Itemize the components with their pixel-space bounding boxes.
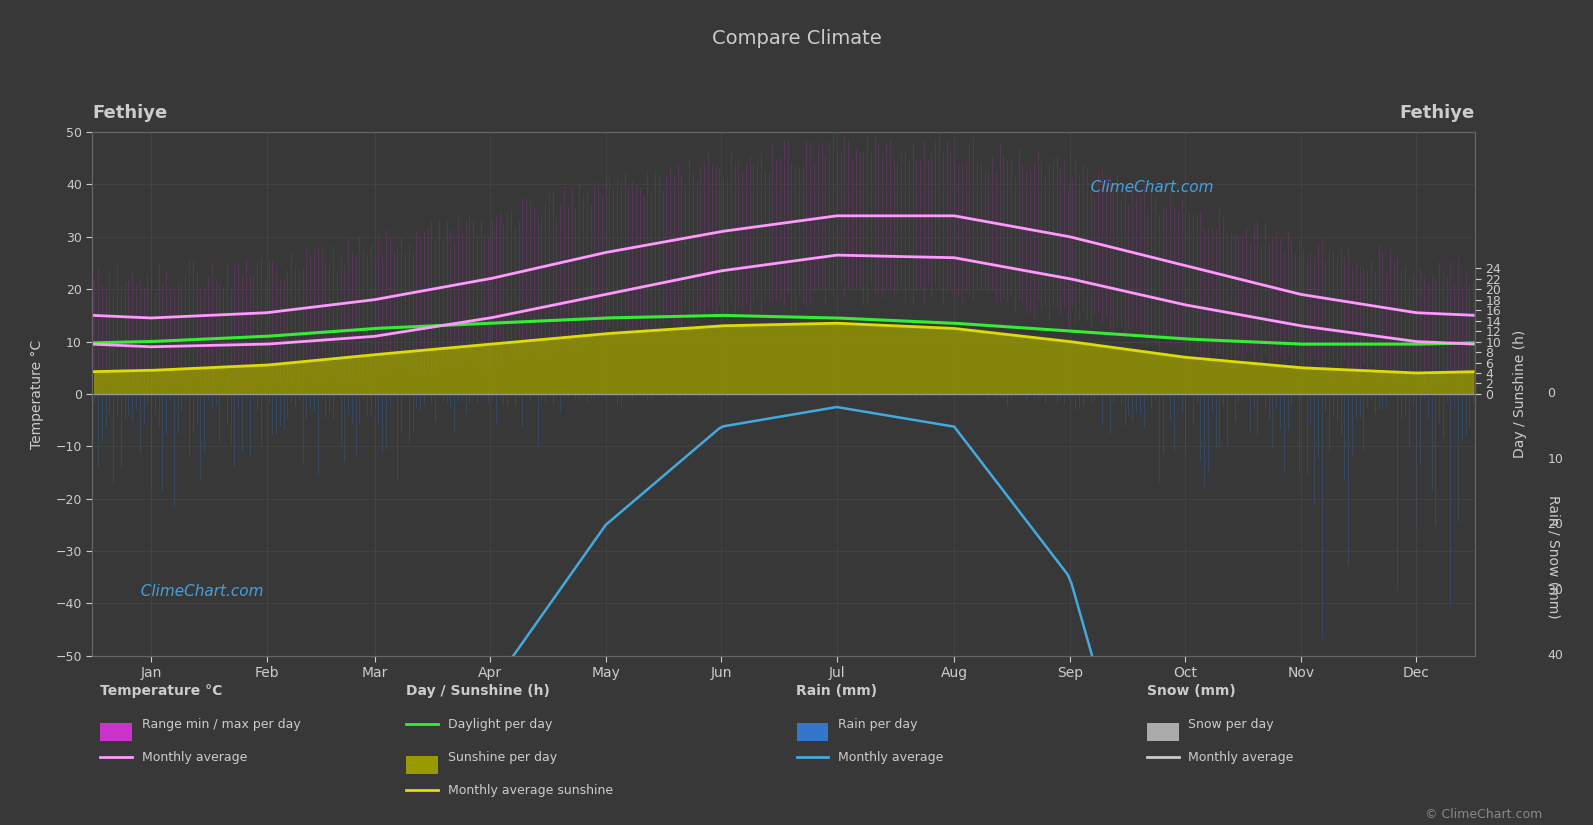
Text: Snow per day: Snow per day bbox=[1188, 719, 1274, 732]
Text: Snow (mm): Snow (mm) bbox=[1147, 684, 1236, 698]
Y-axis label: Temperature °C: Temperature °C bbox=[30, 339, 45, 449]
Text: 30: 30 bbox=[1547, 584, 1563, 597]
Text: Range min / max per day: Range min / max per day bbox=[142, 719, 301, 732]
Text: Fethiye: Fethiye bbox=[1400, 104, 1475, 122]
Text: 20: 20 bbox=[1547, 518, 1563, 531]
Text: ClimeChart.com: ClimeChart.com bbox=[131, 583, 263, 599]
Text: Monthly average: Monthly average bbox=[838, 752, 943, 765]
Y-axis label: Day / Sunshine (h): Day / Sunshine (h) bbox=[1512, 330, 1526, 458]
Text: © ClimeChart.com: © ClimeChart.com bbox=[1424, 808, 1542, 822]
Text: Compare Climate: Compare Climate bbox=[712, 29, 881, 48]
Text: Rain / Snow (mm): Rain / Snow (mm) bbox=[1547, 495, 1560, 619]
Text: Rain per day: Rain per day bbox=[838, 719, 918, 732]
Text: ClimeChart.com: ClimeChart.com bbox=[1082, 180, 1214, 196]
Text: 40: 40 bbox=[1547, 649, 1563, 662]
Text: Day / Sunshine (h): Day / Sunshine (h) bbox=[406, 684, 550, 698]
Text: Monthly average sunshine: Monthly average sunshine bbox=[448, 785, 613, 798]
Text: Sunshine per day: Sunshine per day bbox=[448, 752, 558, 765]
Text: Monthly average: Monthly average bbox=[142, 752, 247, 765]
Text: 10: 10 bbox=[1547, 453, 1563, 466]
Text: Rain (mm): Rain (mm) bbox=[796, 684, 878, 698]
Text: Daylight per day: Daylight per day bbox=[448, 719, 553, 732]
Text: Fethiye: Fethiye bbox=[92, 104, 167, 122]
Text: Temperature °C: Temperature °C bbox=[100, 684, 223, 698]
Text: 0: 0 bbox=[1547, 388, 1555, 400]
Text: Monthly average: Monthly average bbox=[1188, 752, 1294, 765]
